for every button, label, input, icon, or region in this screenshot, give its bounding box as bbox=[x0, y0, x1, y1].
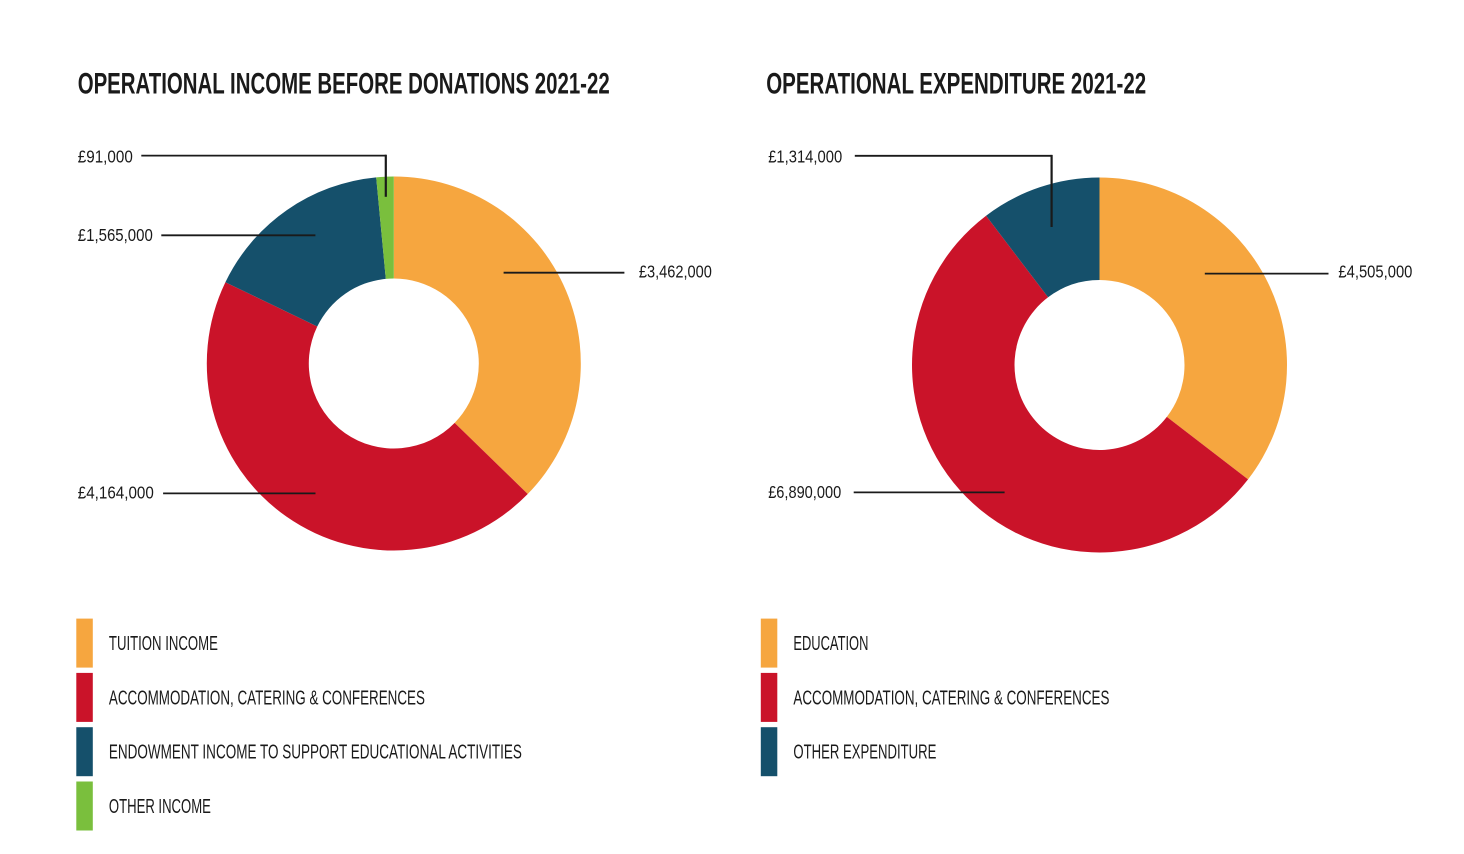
svg-text:£4,164,000: £4,164,000 bbox=[78, 482, 154, 502]
svg-text:ACCOMMODATION, CATERING & CONF: ACCOMMODATION, CATERING & CONFERENCES bbox=[109, 687, 425, 709]
svg-text:£3,462,000: £3,462,000 bbox=[639, 261, 712, 281]
svg-text:OTHER INCOME: OTHER INCOME bbox=[109, 796, 211, 818]
svg-text:£4,505,000: £4,505,000 bbox=[1338, 261, 1412, 281]
svg-text:£91,000: £91,000 bbox=[78, 147, 133, 167]
svg-text:£1,314,000: £1,314,000 bbox=[768, 147, 842, 167]
svg-text:ENDOWMENT INCOME TO SUPPORT ED: ENDOWMENT INCOME TO SUPPORT EDUCATIONAL … bbox=[109, 742, 522, 764]
svg-text:OPERATIONAL INCOME BEFORE DONA: OPERATIONAL INCOME BEFORE DONATIONS 2021… bbox=[78, 67, 610, 100]
svg-text:OPERATIONAL EXPENDITURE 2021-2: OPERATIONAL EXPENDITURE 2021-22 bbox=[766, 67, 1146, 100]
svg-text:ACCOMMODATION, CATERING & CONF: ACCOMMODATION, CATERING & CONFERENCES bbox=[793, 687, 1109, 709]
svg-text:EDUCATION: EDUCATION bbox=[793, 633, 868, 655]
svg-text:£1,565,000: £1,565,000 bbox=[78, 225, 153, 245]
svg-text:TUITION INCOME: TUITION INCOME bbox=[109, 633, 218, 655]
svg-text:OTHER EXPENDITURE: OTHER EXPENDITURE bbox=[793, 742, 936, 764]
svg-text:£6,890,000: £6,890,000 bbox=[768, 482, 841, 502]
